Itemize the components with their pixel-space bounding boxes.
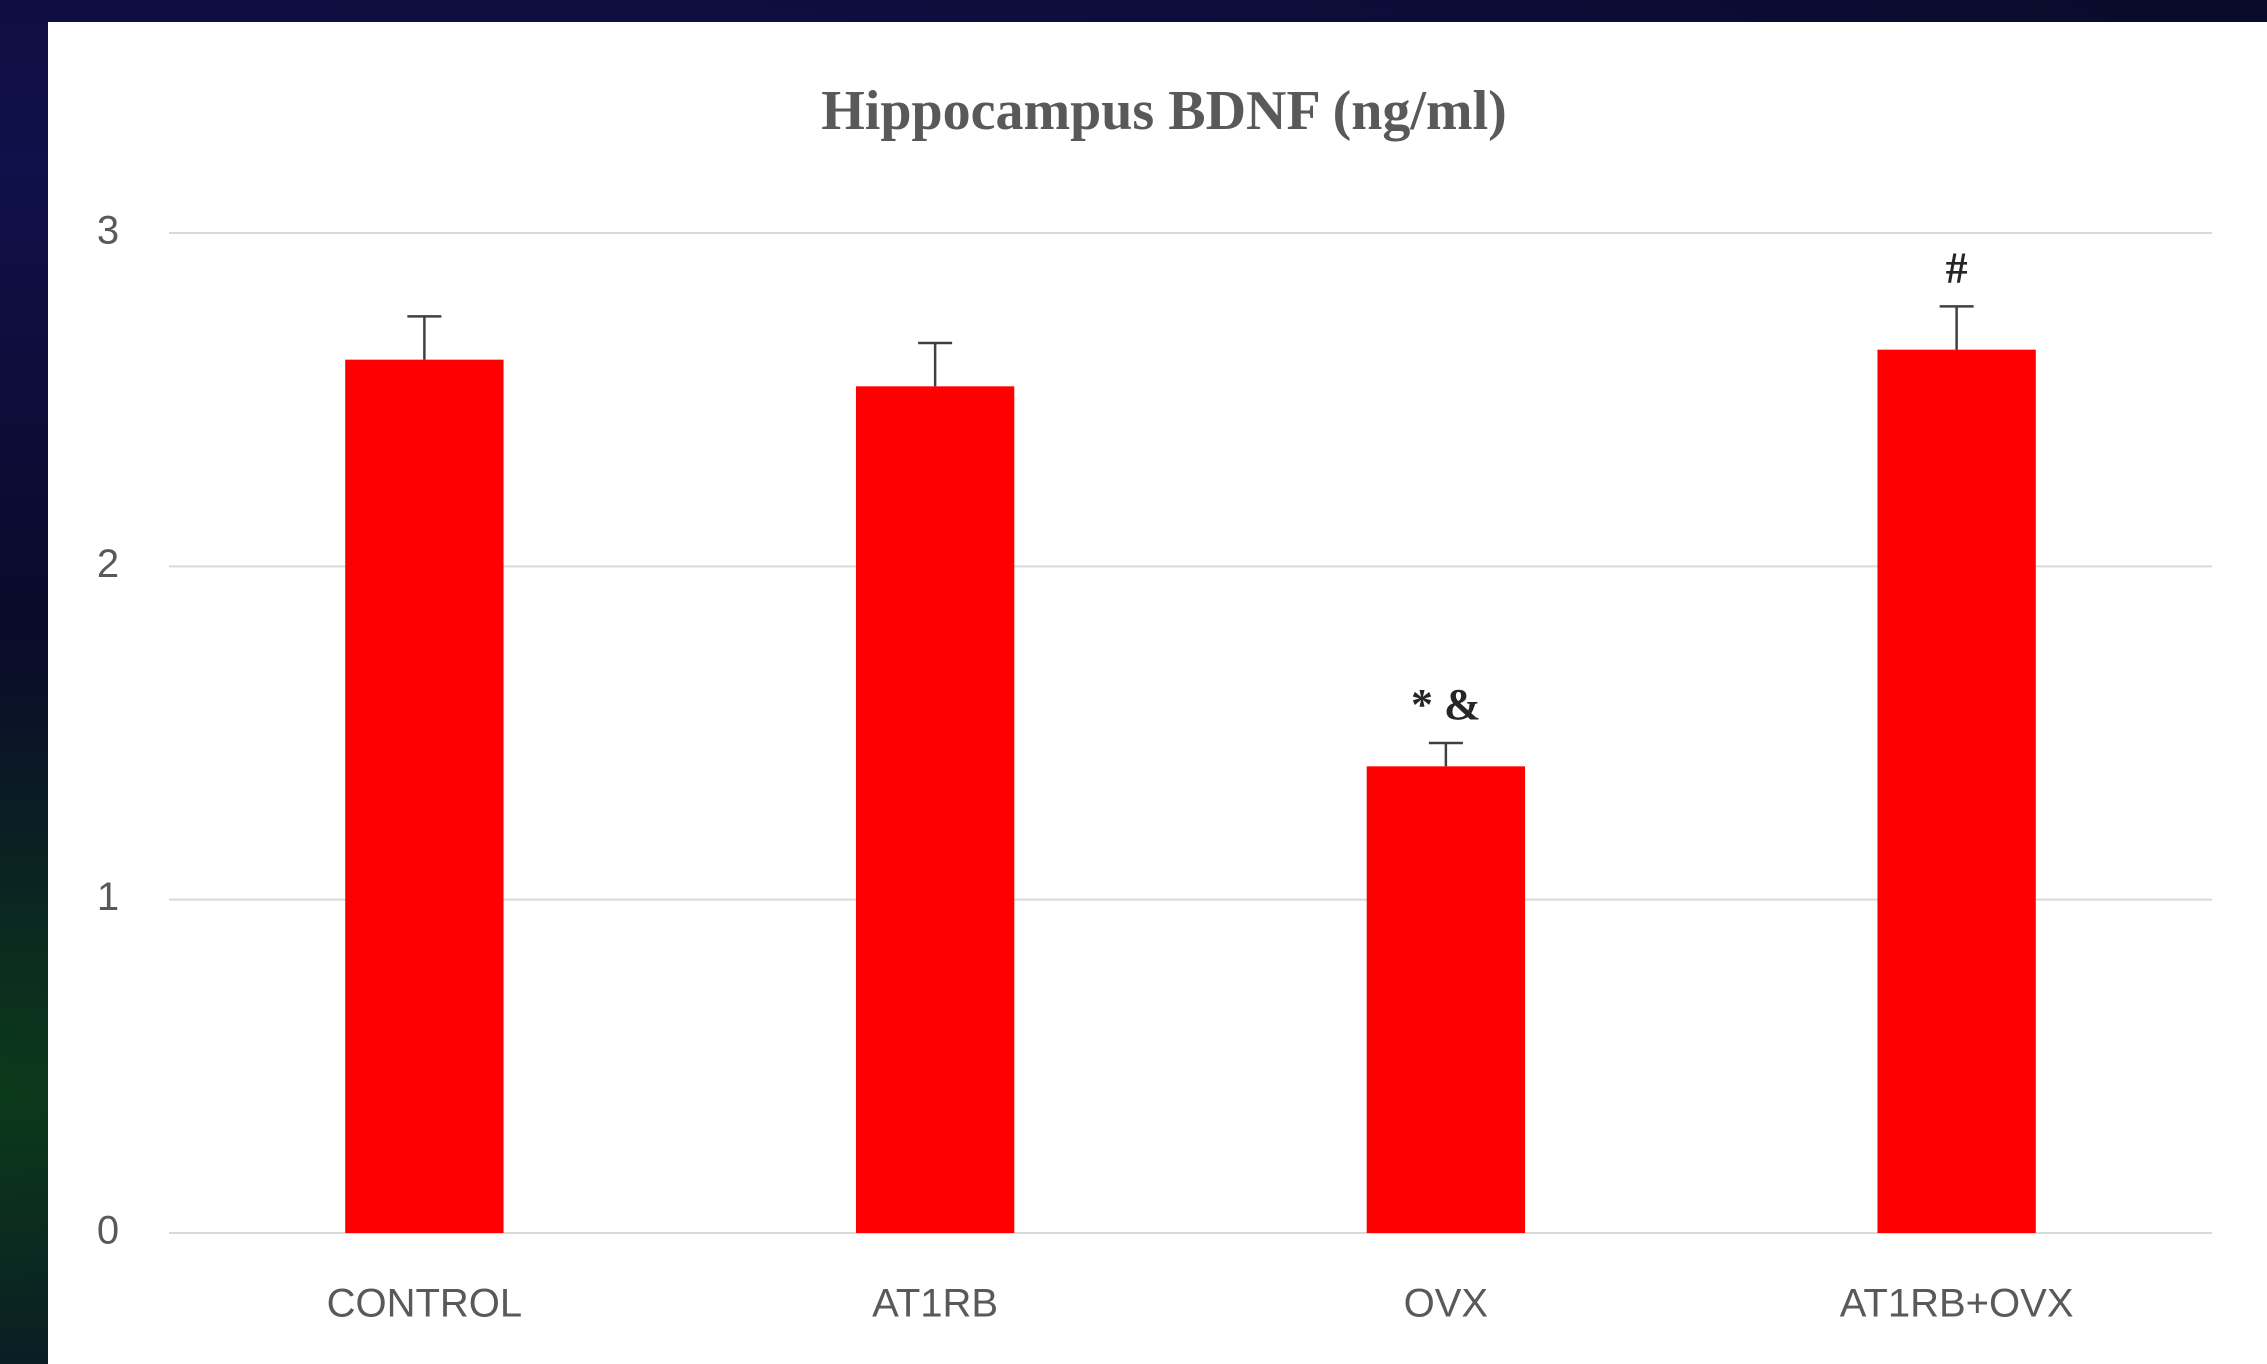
x-tick-label: AT1RB: [872, 1282, 998, 1326]
bar: [856, 386, 1014, 1233]
bar: [345, 360, 503, 1233]
page: Hippocampus BDNF (ng/ml) 0 1 2 3 CONTROL AT1R…: [0, 0, 2267, 1364]
significance-label: * &: [1411, 680, 1481, 729]
x-tick-label: AT1RB+OVX: [1840, 1282, 2074, 1326]
x-tick-label: OVX: [1404, 1282, 1488, 1326]
y-tick-label: 1: [97, 875, 119, 919]
y-tick-label: 2: [97, 542, 119, 586]
bar: [1367, 766, 1525, 1233]
chart: Hippocampus BDNF (ng/ml) 0 1 2 3 CONTROL AT1R…: [0, 0, 2267, 1364]
y-tick-label: 3: [97, 209, 119, 253]
bar: [1877, 350, 2035, 1233]
chart-title: Hippocampus BDNF (ng/ml): [821, 80, 1507, 142]
significance-label: #: [1946, 243, 1968, 292]
y-tick-label: 0: [97, 1209, 119, 1253]
x-tick-label: CONTROL: [327, 1282, 523, 1326]
